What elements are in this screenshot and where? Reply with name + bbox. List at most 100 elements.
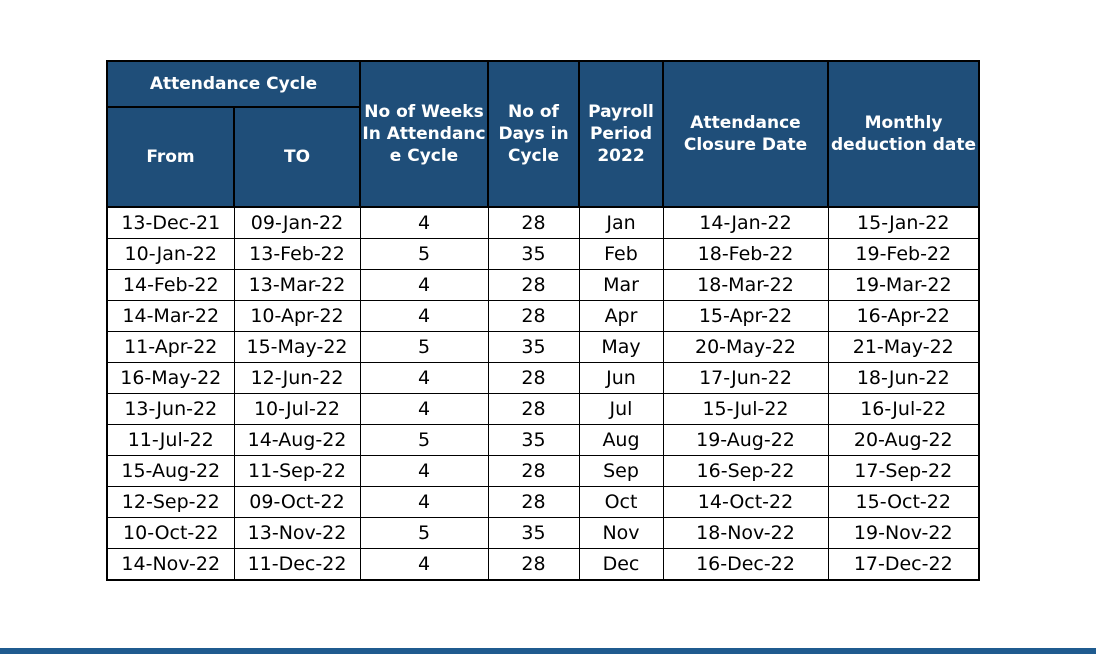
table-row: 13-Dec-21 09-Jan-22 4 28 Jan 14-Jan-22 1… — [106, 206, 980, 239]
cell-to: 13-Nov-22 — [233, 517, 361, 549]
cell-closure: 15-Apr-22 — [662, 300, 829, 332]
bottom-accent-bar — [0, 648, 1096, 654]
cell-deduction: 16-Apr-22 — [827, 300, 980, 332]
cell-to: 12-Jun-22 — [233, 362, 361, 394]
cell-days: 28 — [487, 393, 580, 425]
cell-deduction: 19-Mar-22 — [827, 269, 980, 301]
cell-days: 28 — [487, 269, 580, 301]
cell-to: 09-Jan-22 — [233, 206, 361, 239]
cell-deduction: 20-Aug-22 — [827, 424, 980, 456]
cell-to: 10-Apr-22 — [233, 300, 361, 332]
cell-closure: 19-Aug-22 — [662, 424, 829, 456]
cell-deduction: 19-Nov-22 — [827, 517, 980, 549]
cell-weeks: 4 — [359, 269, 489, 301]
cell-from: 15-Aug-22 — [106, 455, 235, 487]
cell-days: 35 — [487, 238, 580, 270]
cell-days: 28 — [487, 455, 580, 487]
cell-period: Jun — [578, 362, 664, 394]
cell-from: 13-Jun-22 — [106, 393, 235, 425]
cell-deduction: 15-Oct-22 — [827, 486, 980, 518]
cell-closure: 18-Mar-22 — [662, 269, 829, 301]
header-deduction-date: Monthly deduction date — [827, 60, 980, 208]
cell-period: Jul — [578, 393, 664, 425]
cell-weeks: 4 — [359, 548, 489, 581]
cell-to: 11-Sep-22 — [233, 455, 361, 487]
cell-from: 14-Mar-22 — [106, 300, 235, 332]
table-row: 14-Mar-22 10-Apr-22 4 28 Apr 15-Apr-22 1… — [106, 300, 980, 332]
cell-weeks: 4 — [359, 455, 489, 487]
header-to: TO — [233, 106, 361, 208]
cell-closure: 20-May-22 — [662, 331, 829, 363]
cell-days: 35 — [487, 424, 580, 456]
cell-weeks: 5 — [359, 517, 489, 549]
cell-from: 11-Apr-22 — [106, 331, 235, 363]
cell-days: 35 — [487, 331, 580, 363]
cell-from: 14-Nov-22 — [106, 548, 235, 581]
cell-deduction: 17-Dec-22 — [827, 548, 980, 581]
table-row: 12-Sep-22 09-Oct-22 4 28 Oct 14-Oct-22 1… — [106, 486, 980, 518]
cell-from: 10-Jan-22 — [106, 238, 235, 270]
cell-closure: 14-Oct-22 — [662, 486, 829, 518]
header-days-in-cycle: No of Days in Cycle — [487, 60, 580, 208]
table-row: 13-Jun-22 10-Jul-22 4 28 Jul 15-Jul-22 1… — [106, 393, 980, 425]
table-row: 14-Feb-22 13-Mar-22 4 28 Mar 18-Mar-22 1… — [106, 269, 980, 301]
cell-closure: 14-Jan-22 — [662, 206, 829, 239]
header-closure-date: Attendance Closure Date — [662, 60, 829, 208]
cell-period: Mar — [578, 269, 664, 301]
cell-to: 13-Mar-22 — [233, 269, 361, 301]
cell-days: 28 — [487, 486, 580, 518]
table-header: Attendance Cycle No of Weeks In Attendan… — [106, 60, 980, 208]
table-row: 15-Aug-22 11-Sep-22 4 28 Sep 16-Sep-22 1… — [106, 455, 980, 487]
cell-period: Nov — [578, 517, 664, 549]
cell-from: 14-Feb-22 — [106, 269, 235, 301]
cell-from: 10-Oct-22 — [106, 517, 235, 549]
cell-days: 28 — [487, 206, 580, 239]
header-weeks-in-cycle: No of Weeks In Attendanc e Cycle — [359, 60, 489, 208]
header-from: From — [106, 106, 235, 208]
cell-from: 12-Sep-22 — [106, 486, 235, 518]
cell-closure: 16-Dec-22 — [662, 548, 829, 581]
header-attendance-cycle: Attendance Cycle — [106, 60, 361, 108]
cell-weeks: 5 — [359, 424, 489, 456]
cell-to: 10-Jul-22 — [233, 393, 361, 425]
cell-period: Apr — [578, 300, 664, 332]
cell-weeks: 4 — [359, 486, 489, 518]
cell-weeks: 5 — [359, 331, 489, 363]
table-row: 11-Apr-22 15-May-22 5 35 May 20-May-22 2… — [106, 331, 980, 363]
cell-deduction: 21-May-22 — [827, 331, 980, 363]
cell-to: 14-Aug-22 — [233, 424, 361, 456]
cell-period: Dec — [578, 548, 664, 581]
cell-from: 13-Dec-21 — [106, 206, 235, 239]
cell-days: 28 — [487, 362, 580, 394]
cell-closure: 18-Nov-22 — [662, 517, 829, 549]
cell-weeks: 5 — [359, 238, 489, 270]
cell-deduction: 15-Jan-22 — [827, 206, 980, 239]
table-row: 11-Jul-22 14-Aug-22 5 35 Aug 19-Aug-22 2… — [106, 424, 980, 456]
cell-to: 11-Dec-22 — [233, 548, 361, 581]
cell-days: 35 — [487, 517, 580, 549]
table-row: 16-May-22 12-Jun-22 4 28 Jun 17-Jun-22 1… — [106, 362, 980, 394]
table-body: 13-Dec-21 09-Jan-22 4 28 Jan 14-Jan-22 1… — [106, 206, 980, 581]
cell-deduction: 19-Feb-22 — [827, 238, 980, 270]
table-row: 10-Oct-22 13-Nov-22 5 35 Nov 18-Nov-22 1… — [106, 517, 980, 549]
attendance-table-container: Attendance Cycle No of Weeks In Attendan… — [106, 60, 980, 581]
cell-period: Feb — [578, 238, 664, 270]
cell-weeks: 4 — [359, 393, 489, 425]
attendance-cycle-table: Attendance Cycle No of Weeks In Attendan… — [106, 60, 980, 581]
cell-deduction: 18-Jun-22 — [827, 362, 980, 394]
table-row: 10-Jan-22 13-Feb-22 5 35 Feb 18-Feb-22 1… — [106, 238, 980, 270]
header-payroll-period: Payroll Period 2022 — [578, 60, 664, 208]
cell-days: 28 — [487, 300, 580, 332]
cell-period: Oct — [578, 486, 664, 518]
cell-weeks: 4 — [359, 206, 489, 239]
table-row: 14-Nov-22 11-Dec-22 4 28 Dec 16-Dec-22 1… — [106, 548, 980, 581]
cell-weeks: 4 — [359, 362, 489, 394]
cell-to: 15-May-22 — [233, 331, 361, 363]
cell-from: 11-Jul-22 — [106, 424, 235, 456]
cell-closure: 18-Feb-22 — [662, 238, 829, 270]
cell-period: Aug — [578, 424, 664, 456]
cell-closure: 15-Jul-22 — [662, 393, 829, 425]
cell-deduction: 16-Jul-22 — [827, 393, 980, 425]
cell-to: 09-Oct-22 — [233, 486, 361, 518]
cell-weeks: 4 — [359, 300, 489, 332]
